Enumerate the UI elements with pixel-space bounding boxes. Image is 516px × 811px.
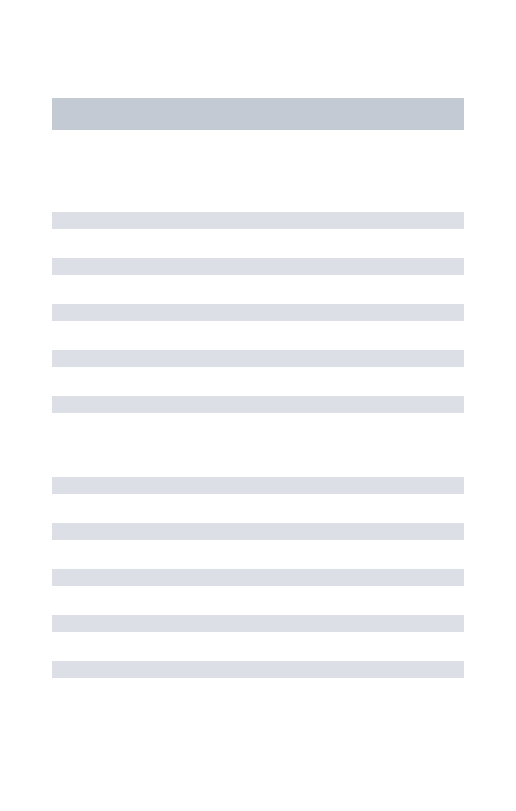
text-placeholder-line (52, 477, 464, 494)
text-placeholder-line (52, 396, 464, 413)
text-placeholder-line (52, 350, 464, 367)
text-placeholder-group-2 (52, 477, 464, 678)
text-placeholder-line (52, 661, 464, 678)
text-placeholder-line (52, 569, 464, 586)
text-placeholder-line (52, 212, 464, 229)
text-placeholder-group-1 (52, 212, 464, 413)
text-placeholder-line (52, 523, 464, 540)
text-placeholder-line (52, 615, 464, 632)
text-placeholder-line (52, 304, 464, 321)
text-placeholder-line (52, 258, 464, 275)
header-placeholder-bar (52, 98, 464, 130)
skeleton-container (0, 98, 516, 678)
